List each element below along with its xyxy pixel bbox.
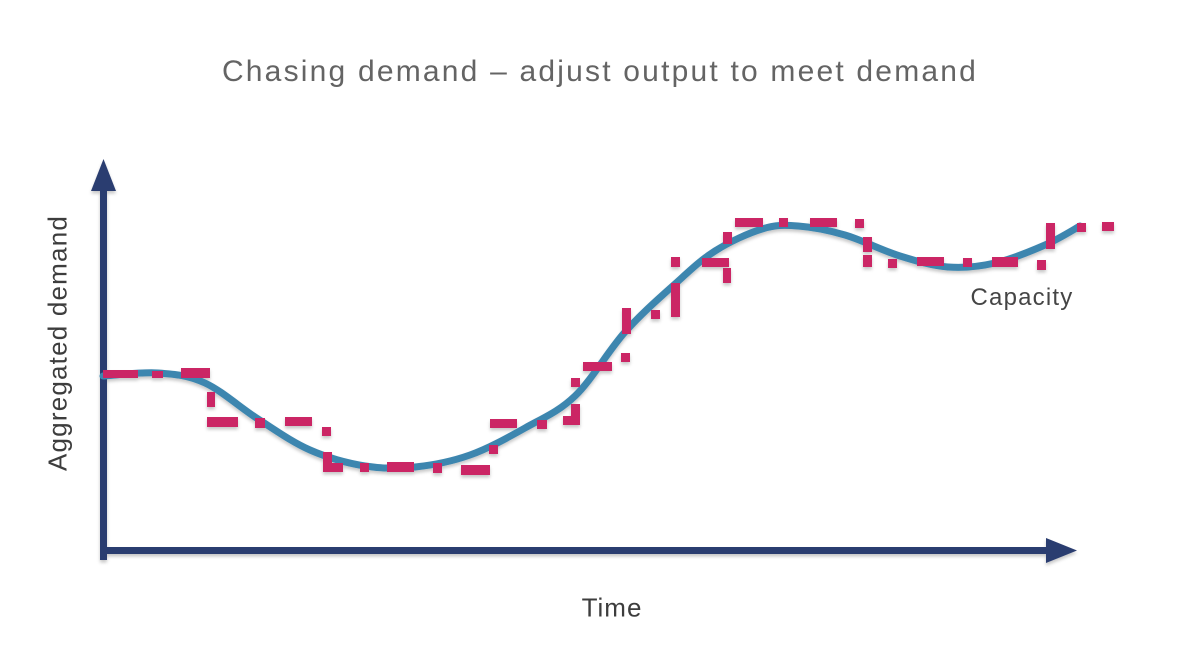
y-axis: [91, 159, 116, 560]
capacity-annotation: Capacity: [970, 284, 1074, 311]
capacity-dash: [433, 463, 442, 473]
capacity-dash: [622, 308, 631, 334]
capacity-dash: [571, 404, 580, 425]
capacity-dash: [855, 219, 864, 228]
capacity-dash: [152, 371, 163, 378]
capacity-dash: [181, 368, 210, 378]
capacity-dash: [207, 392, 215, 407]
y-axis-arrowhead-icon: [91, 159, 116, 191]
capacity-dash: [103, 370, 138, 378]
capacity-dash: [992, 257, 1018, 267]
capacity-dash: [207, 417, 238, 427]
capacity-dash: [490, 419, 517, 428]
capacity-dash: [963, 258, 972, 267]
capacity-dash: [723, 232, 732, 244]
chart-title: Chasing demand – adjust output to meet d…: [221, 55, 979, 88]
capacity-dash: [1102, 222, 1114, 231]
y-axis-label: Aggregated demand: [42, 214, 73, 472]
capacity-dash: [888, 259, 897, 268]
capacity-dash: [1046, 223, 1055, 249]
capacity-dash: [489, 445, 498, 454]
capacity-dash: [863, 237, 872, 252]
capacity-dash: [1037, 260, 1046, 270]
capacity-dash: [702, 258, 729, 267]
capacity-dash: [671, 283, 680, 317]
capacity-dash: [651, 310, 660, 319]
capacity-dash: [863, 255, 872, 267]
capacity-dash: [671, 257, 680, 267]
capacity-dash: [461, 465, 490, 475]
capacity-dash: [735, 218, 763, 227]
capacity-dash: [723, 268, 731, 283]
capacity-dashes: [103, 218, 1114, 475]
capacity-dash: [810, 218, 837, 227]
x-axis-arrowhead-icon: [1046, 538, 1077, 563]
capacity-dash: [779, 218, 788, 227]
capacity-dash: [571, 378, 580, 387]
capacity-dash: [322, 427, 331, 436]
capacity-dash: [583, 362, 612, 371]
capacity-dash: [323, 463, 343, 472]
capacity-dash: [323, 452, 332, 472]
x-axis-label: Time: [581, 592, 643, 623]
capacity-dash: [917, 257, 944, 266]
capacity-dash: [621, 353, 630, 362]
capacity-dash: [285, 417, 312, 426]
capacity-dash: [1077, 223, 1086, 232]
capacity-dash: [255, 418, 265, 428]
capacity-dash: [537, 420, 547, 429]
capacity-dash: [387, 462, 414, 472]
capacity-dash: [360, 463, 369, 472]
x-axis: [100, 538, 1077, 563]
